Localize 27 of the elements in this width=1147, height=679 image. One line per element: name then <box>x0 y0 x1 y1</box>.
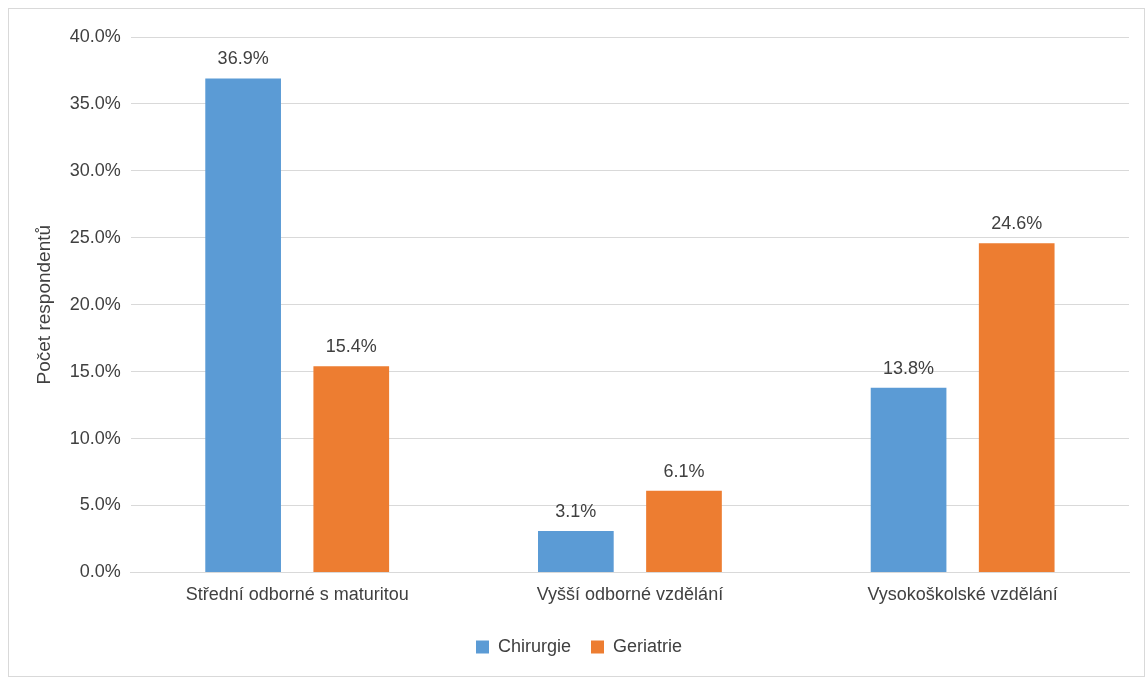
y-tick-label: 0.0% <box>79 561 121 582</box>
bar <box>870 387 947 572</box>
y-axis-title: Počet respondentů <box>32 224 54 385</box>
x-tick-label: Vysokoškolské vzdělání <box>867 584 1058 605</box>
y-tick-label: 40.0% <box>69 25 121 46</box>
bar <box>978 243 1055 572</box>
y-tick-label: 35.0% <box>69 92 121 113</box>
y-tick-label: 5.0% <box>79 494 121 515</box>
y-tick-label: 25.0% <box>69 226 121 247</box>
bar <box>205 78 281 572</box>
y-tick-label: 30.0% <box>69 159 121 180</box>
bar <box>538 530 614 572</box>
bar <box>313 366 390 572</box>
y-tick-label: 15.0% <box>69 360 121 381</box>
data-label: 24.6% <box>991 213 1043 234</box>
data-label: 15.4% <box>325 336 377 357</box>
x-tick-label: Vyšší odborné vzdělání <box>536 584 724 605</box>
legend-label: Chirurgie <box>497 635 572 656</box>
data-label: 3.1% <box>555 500 597 521</box>
legend-label: Geriatrie <box>613 635 683 656</box>
bar <box>646 490 722 572</box>
y-tick-label: 10.0% <box>69 427 121 448</box>
data-label: 36.9% <box>217 48 269 69</box>
y-tick-label: 20.0% <box>69 293 121 314</box>
x-tick-label: Střední odborné s maturitou <box>185 584 409 605</box>
data-label: 6.1% <box>663 460 705 481</box>
data-label: 13.8% <box>883 357 935 378</box>
